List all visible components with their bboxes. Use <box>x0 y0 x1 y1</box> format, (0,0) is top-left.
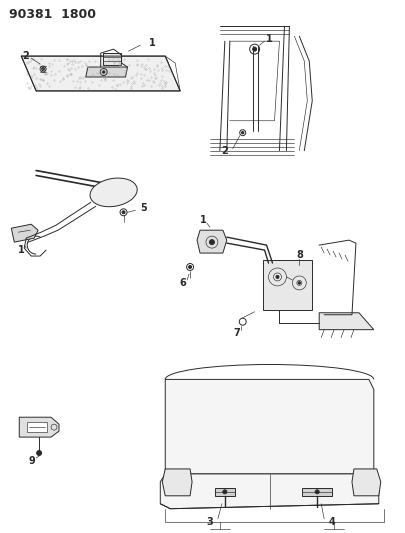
Circle shape <box>276 276 279 278</box>
Text: 8: 8 <box>296 250 303 260</box>
Text: 6: 6 <box>180 278 187 288</box>
Text: 1: 1 <box>200 215 207 225</box>
Circle shape <box>36 450 42 456</box>
Text: 90381  1800: 90381 1800 <box>9 9 96 21</box>
Polygon shape <box>103 53 121 65</box>
Polygon shape <box>86 67 128 77</box>
Text: 9: 9 <box>29 456 36 466</box>
Circle shape <box>209 240 214 245</box>
Circle shape <box>189 265 192 269</box>
Circle shape <box>298 282 301 284</box>
Polygon shape <box>11 224 38 242</box>
Text: 4: 4 <box>329 516 335 527</box>
Text: 1: 1 <box>266 34 273 44</box>
Circle shape <box>241 132 244 134</box>
Ellipse shape <box>90 178 137 207</box>
Circle shape <box>315 490 319 494</box>
Circle shape <box>223 490 227 494</box>
Polygon shape <box>215 488 235 496</box>
Circle shape <box>253 47 257 51</box>
Polygon shape <box>160 474 379 508</box>
Text: 5: 5 <box>140 203 147 213</box>
Text: 1: 1 <box>18 245 25 255</box>
Text: 7: 7 <box>233 328 240 337</box>
Circle shape <box>114 197 117 200</box>
Polygon shape <box>165 379 374 474</box>
Polygon shape <box>19 417 59 437</box>
Polygon shape <box>21 56 180 91</box>
Text: 2: 2 <box>222 146 228 156</box>
Circle shape <box>110 189 113 192</box>
Polygon shape <box>27 422 47 432</box>
Polygon shape <box>302 488 332 496</box>
Text: 1: 1 <box>149 38 156 48</box>
Text: 2: 2 <box>22 51 29 61</box>
Polygon shape <box>352 469 381 496</box>
Circle shape <box>122 211 125 214</box>
Polygon shape <box>197 230 227 253</box>
Text: 3: 3 <box>207 516 213 527</box>
Circle shape <box>102 71 105 73</box>
Polygon shape <box>262 260 312 310</box>
Polygon shape <box>319 313 374 330</box>
Polygon shape <box>162 469 192 496</box>
Circle shape <box>42 68 45 70</box>
